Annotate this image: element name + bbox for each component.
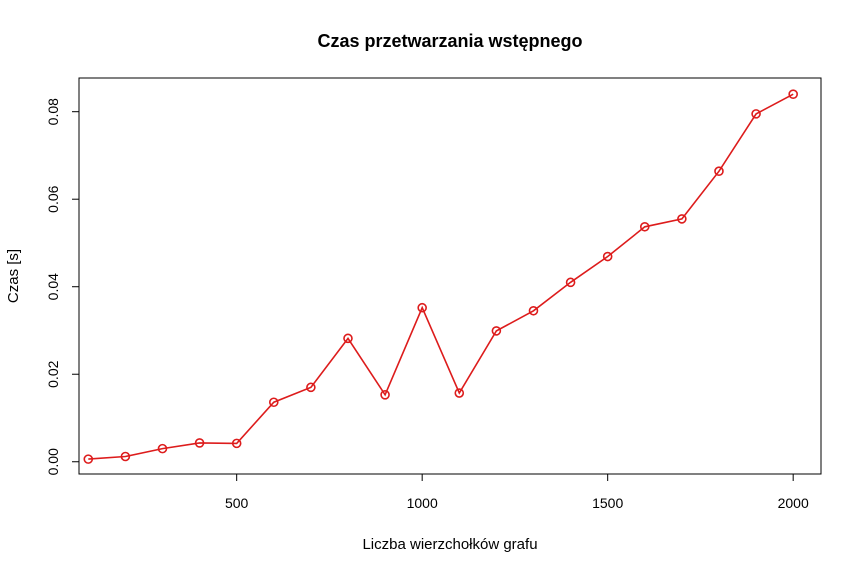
x-tick-label: 500 — [225, 495, 249, 511]
data-point — [83, 454, 94, 464]
data-point — [528, 305, 539, 316]
data-point — [565, 277, 576, 288]
data-point — [491, 326, 502, 336]
data-point — [343, 333, 353, 344]
series-line — [88, 93, 794, 460]
x-axis: 500 1000 1500 2000 — [225, 473, 809, 511]
data-point — [751, 109, 761, 119]
data-point — [602, 251, 613, 262]
chart-title: Czas przetwarzania wstępnego — [317, 31, 582, 51]
data-point — [268, 397, 279, 408]
y-axis: 0.00 0.02 0.04 0.06 0.08 — [45, 98, 80, 475]
data-point — [231, 438, 242, 449]
x-tick-label: 1500 — [592, 495, 623, 511]
data-point — [194, 438, 205, 448]
data-point — [454, 388, 465, 398]
y-tick-label: 0.04 — [45, 273, 61, 300]
data-point — [306, 382, 316, 393]
y-tick-label: 0.00 — [45, 448, 61, 475]
y-tick-label: 0.08 — [45, 98, 61, 125]
data-point — [157, 443, 168, 454]
x-axis-label: Liczba wierzchołków grafu — [362, 536, 537, 553]
x-tick-label: 2000 — [778, 495, 809, 511]
data-point — [417, 302, 427, 313]
plot-frame — [78, 77, 822, 475]
data-point — [788, 89, 798, 99]
data-point — [639, 221, 650, 232]
data-point — [380, 389, 390, 400]
data-point — [677, 214, 687, 224]
data-point — [120, 451, 131, 462]
data-series — [83, 89, 798, 464]
y-tick-label: 0.06 — [45, 185, 61, 212]
y-tick-label: 0.02 — [45, 360, 61, 387]
data-point — [714, 166, 724, 177]
y-axis-label: Czas [s] — [5, 249, 22, 303]
x-tick-label: 1000 — [407, 495, 438, 511]
